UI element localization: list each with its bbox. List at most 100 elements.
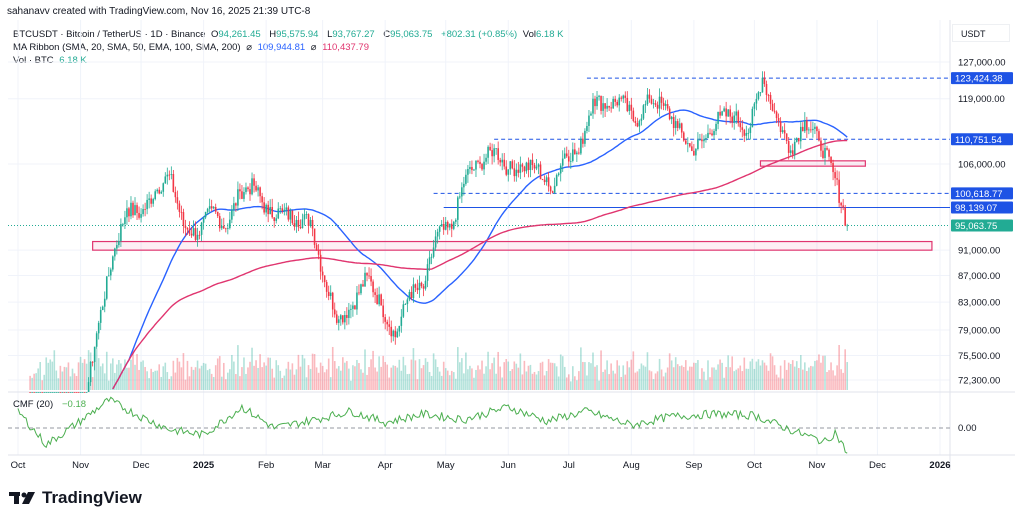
volume-bar bbox=[489, 369, 491, 390]
volume-bar bbox=[146, 371, 148, 390]
candle bbox=[676, 118, 679, 132]
candle bbox=[539, 161, 542, 180]
candle-body bbox=[132, 202, 134, 216]
time-tick-label: Apr bbox=[378, 460, 393, 471]
candle-body bbox=[200, 222, 203, 235]
candle bbox=[822, 144, 824, 160]
candle bbox=[422, 283, 425, 297]
candle-body bbox=[846, 225, 848, 227]
candle-body bbox=[684, 140, 687, 144]
candle-body bbox=[535, 166, 538, 169]
candle bbox=[335, 310, 338, 325]
candle-body bbox=[676, 121, 679, 128]
candle bbox=[725, 101, 727, 125]
candle-body bbox=[749, 127, 752, 133]
volume-bar bbox=[402, 356, 405, 390]
candle bbox=[454, 218, 457, 225]
candle-body bbox=[547, 177, 550, 187]
symbol-title[interactable]: BTCUSDT · Bitcoin / TetherUS · 1D · Bina… bbox=[13, 29, 206, 40]
candle bbox=[380, 293, 382, 306]
candle-body bbox=[350, 308, 352, 310]
candle bbox=[561, 150, 564, 172]
tradingview-logo[interactable]: TradingView bbox=[9, 488, 142, 508]
volume-bar bbox=[225, 379, 227, 390]
candle-body bbox=[430, 256, 433, 258]
volume-bar bbox=[342, 357, 344, 390]
candle bbox=[461, 182, 463, 203]
volume-bar bbox=[372, 350, 374, 390]
candle bbox=[321, 266, 324, 283]
level-price-tag bbox=[951, 72, 1013, 85]
volume-bar bbox=[743, 357, 746, 390]
candle-body bbox=[844, 207, 846, 226]
candle-body bbox=[204, 211, 207, 218]
volume-bar bbox=[755, 361, 758, 390]
candle bbox=[293, 215, 296, 231]
volume-bar bbox=[95, 348, 98, 390]
candle bbox=[198, 230, 201, 240]
candle bbox=[350, 304, 352, 319]
candle-body bbox=[672, 116, 675, 128]
candle-body bbox=[390, 326, 393, 337]
volume-bar bbox=[602, 371, 604, 390]
candle bbox=[533, 162, 536, 174]
volume-bar bbox=[457, 347, 459, 390]
volume-bar bbox=[442, 361, 445, 390]
candle-body bbox=[227, 228, 229, 229]
candle bbox=[412, 277, 415, 303]
volume-bar bbox=[699, 378, 701, 390]
candle bbox=[93, 346, 96, 371]
volume-bar bbox=[394, 365, 397, 390]
candle-body bbox=[781, 130, 784, 132]
candle bbox=[130, 196, 132, 220]
volume-bar bbox=[600, 350, 602, 390]
candle-body bbox=[487, 146, 489, 158]
candle bbox=[31, 392, 33, 393]
volume-bar bbox=[745, 368, 748, 390]
candle-body bbox=[620, 97, 623, 99]
volume-bar bbox=[529, 364, 532, 390]
candle bbox=[487, 145, 489, 164]
candle bbox=[160, 190, 163, 195]
candle-body bbox=[715, 123, 717, 132]
candle-body bbox=[45, 392, 48, 393]
candle bbox=[588, 109, 590, 133]
volume-bar bbox=[184, 379, 187, 390]
candle-body bbox=[392, 330, 395, 337]
candle bbox=[678, 118, 681, 130]
candle-body bbox=[366, 272, 368, 276]
candle-body bbox=[337, 319, 340, 323]
volume-bar bbox=[444, 368, 447, 390]
candle bbox=[33, 392, 35, 393]
ma-line-pink bbox=[112, 139, 848, 390]
candle bbox=[557, 172, 560, 177]
candle-body bbox=[721, 111, 723, 116]
volume-bar bbox=[376, 371, 378, 390]
ma-ribbon-label[interactable]: MA Ribbon (SMA, 20, SMA, 50, EMA, 100, S… bbox=[13, 42, 241, 53]
volume-bar bbox=[551, 362, 554, 390]
candle-body bbox=[628, 104, 631, 112]
candle bbox=[440, 219, 443, 227]
volume-bar bbox=[87, 350, 90, 390]
currency-unit-button[interactable]: USDT bbox=[952, 24, 1010, 42]
candle bbox=[53, 392, 56, 393]
volume-bar bbox=[323, 372, 326, 390]
volume-bar bbox=[216, 358, 219, 390]
candle bbox=[785, 133, 788, 144]
candle bbox=[828, 148, 830, 161]
candle-body bbox=[142, 209, 144, 215]
candle bbox=[751, 106, 754, 128]
volume-bar bbox=[390, 367, 393, 390]
candle bbox=[674, 115, 677, 135]
level-price-tag bbox=[951, 187, 1013, 200]
volume-bar bbox=[660, 369, 663, 390]
volume-bar bbox=[49, 359, 52, 390]
candle bbox=[362, 279, 364, 287]
candle-body bbox=[212, 207, 215, 209]
candle-body bbox=[55, 392, 58, 393]
volume-bar bbox=[156, 370, 159, 390]
volume-label[interactable]: Vol · BTC bbox=[13, 55, 54, 66]
candle-body bbox=[709, 132, 711, 134]
candle-body bbox=[317, 249, 320, 255]
